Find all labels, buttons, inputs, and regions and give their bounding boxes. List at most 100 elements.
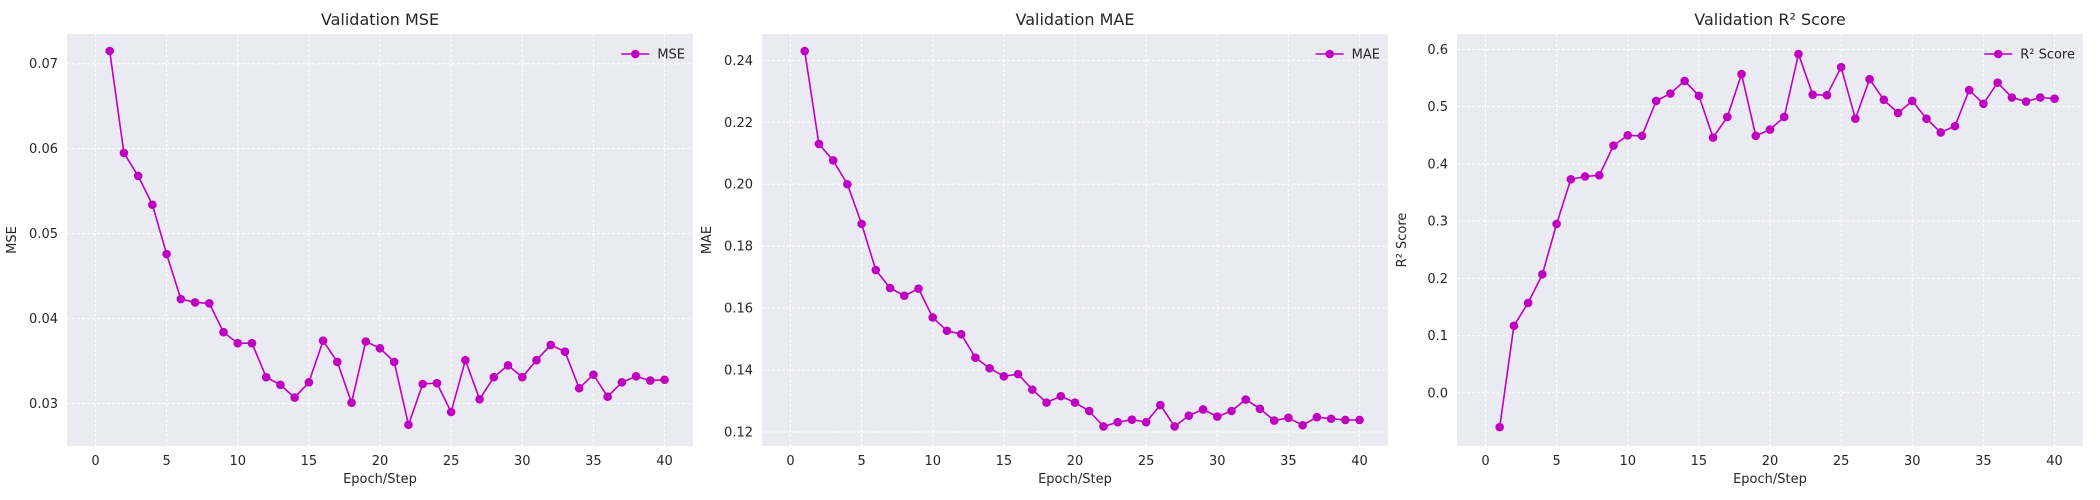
data-point — [646, 376, 655, 385]
x-tick-label: 40 — [2046, 454, 2063, 469]
y-tick-label: 0.06 — [29, 142, 58, 157]
data-point — [219, 327, 228, 337]
data-point — [1509, 321, 1519, 331]
data-point — [1893, 108, 1903, 118]
data-point — [2050, 94, 2059, 103]
data-point — [247, 338, 257, 348]
data-point — [261, 372, 271, 382]
y-tick-label: 0.5 — [1427, 100, 1448, 115]
data-point — [1922, 114, 1931, 123]
data-point — [885, 283, 895, 293]
y-tick-label: 0.20 — [724, 178, 753, 193]
data-point — [1552, 219, 1561, 229]
data-point — [1637, 131, 1647, 141]
chart-panel-1: 0 5 10 15 20 25 30 35 40 0.03 0.04 0.05 0.06 0.07 Vali… — [5, 10, 693, 487]
data-point — [1993, 78, 2002, 87]
data-point — [800, 46, 809, 56]
data-point — [1936, 128, 1946, 137]
data-point — [1907, 96, 1917, 106]
x-axis-label: Epoch/Step — [1733, 472, 1807, 487]
data-point — [546, 340, 556, 350]
data-point — [162, 249, 171, 259]
data-point — [971, 353, 980, 363]
legend-label: R² Score — [2020, 48, 2075, 63]
data-point — [105, 46, 114, 56]
x-tick-label: 35 — [1280, 454, 1297, 469]
legend-label: MSE — [657, 48, 685, 63]
data-point — [574, 383, 584, 393]
chart-title: Validation MSE — [321, 10, 439, 29]
data-point — [2007, 93, 2017, 102]
data-point — [475, 394, 484, 404]
series-line — [1498, 51, 2055, 428]
data-point — [517, 372, 527, 382]
data-point — [204, 298, 214, 308]
data-point — [1212, 412, 1222, 421]
data-point — [1851, 114, 1860, 123]
data-point — [290, 393, 299, 402]
data-point — [1822, 90, 1832, 100]
y-tick-label: 0.6 — [1427, 43, 1448, 58]
data-point — [985, 363, 994, 373]
data-point — [1680, 76, 1689, 86]
x-tick-label: 5 — [857, 454, 865, 469]
data-point — [928, 313, 938, 322]
data-point — [1779, 112, 1789, 122]
y-tick-label: 0.16 — [724, 302, 753, 317]
data-point — [1666, 89, 1675, 98]
x-tick-label: 30 — [1904, 454, 1921, 469]
data-point — [1170, 422, 1179, 431]
data-point — [1523, 298, 1533, 308]
data-point — [1312, 412, 1322, 422]
x-tick-label: 10 — [924, 454, 941, 469]
data-point — [603, 392, 612, 402]
data-point — [814, 139, 824, 149]
x-tick-label: 10 — [1619, 454, 1636, 469]
data-point — [233, 338, 243, 348]
x-tick-label: 15 — [301, 454, 318, 469]
data-point — [1794, 49, 1803, 59]
y-tick-label: 0.04 — [29, 312, 58, 327]
x-tick-label: 20 — [1067, 454, 1084, 469]
data-point — [1836, 62, 1846, 72]
data-point — [503, 360, 513, 370]
data-point — [1141, 417, 1151, 427]
x-tick-label: 0 — [91, 454, 99, 469]
x-tick-label: 5 — [1552, 454, 1560, 469]
data-point — [375, 344, 385, 353]
data-point — [432, 378, 442, 388]
data-point — [1737, 69, 1746, 79]
data-point — [1609, 141, 1618, 150]
data-point — [1495, 422, 1504, 432]
x-axis-label: Epoch/Step — [343, 472, 417, 487]
series-line — [803, 50, 1360, 428]
y-tick-label: 0.24 — [724, 54, 753, 69]
y-tick-label: 0.3 — [1427, 215, 1448, 230]
data-point — [1708, 133, 1718, 142]
data-point — [1751, 131, 1761, 141]
y-tick-label: 0.22 — [724, 116, 753, 131]
data-point — [1284, 413, 1293, 423]
x-tick-label: 40 — [1351, 454, 1368, 469]
data-point — [1084, 406, 1094, 416]
x-tick-label: 25 — [1138, 454, 1155, 469]
data-point — [389, 357, 399, 367]
x-tick-label: 10 — [229, 454, 246, 469]
data-point — [843, 179, 852, 189]
data-point — [276, 380, 285, 390]
data-point — [1808, 90, 1817, 99]
x-tick-label: 40 — [656, 454, 673, 469]
chart-panel-2: 0 5 10 15 20 25 30 35 40 0.12 0.14 0.16 0.18 0.20 0.22… — [700, 10, 1388, 487]
data-point — [1694, 91, 1704, 101]
y-tick-label: 0.12 — [724, 426, 753, 441]
y-axis-label: MAE — [700, 226, 715, 254]
data-point — [2021, 97, 2031, 106]
data-point — [333, 357, 342, 367]
data-point — [404, 420, 413, 430]
data-point — [914, 284, 923, 293]
data-point — [1979, 99, 1988, 109]
data-point — [942, 326, 952, 336]
y-tick-label: 0.07 — [29, 57, 58, 72]
data-point — [1113, 417, 1122, 427]
